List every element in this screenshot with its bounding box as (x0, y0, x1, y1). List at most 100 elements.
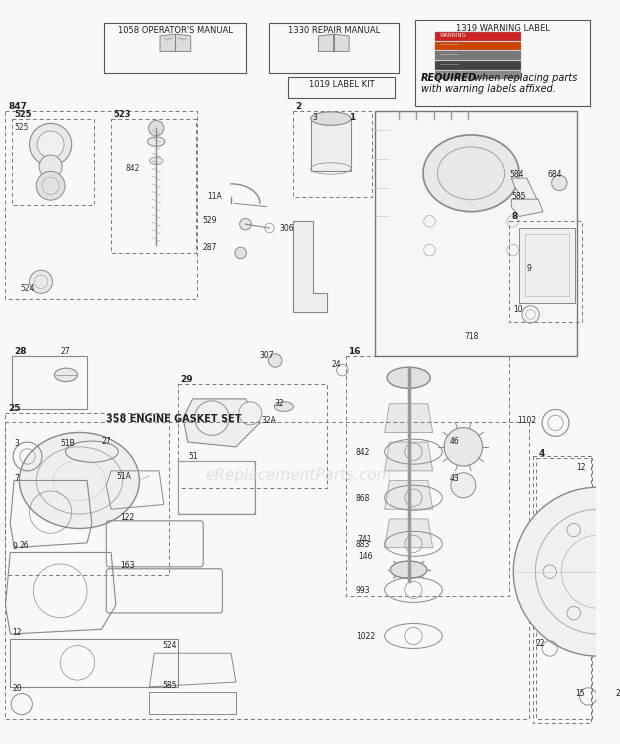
Text: 11A: 11A (207, 193, 222, 202)
Bar (435, 61, 521, 70)
Bar (519, 228, 575, 303)
Text: 584: 584 (510, 170, 524, 179)
Text: 51B: 51B (60, 439, 75, 448)
Bar (179, 385, 327, 488)
Text: REQUIRED: REQUIRED (421, 72, 477, 83)
Text: 287: 287 (202, 243, 216, 252)
Circle shape (552, 176, 567, 190)
Text: 12: 12 (12, 628, 22, 637)
Text: 24: 24 (332, 361, 342, 370)
Polygon shape (175, 34, 191, 51)
Text: 16: 16 (348, 347, 361, 356)
Text: 1102: 1102 (517, 416, 536, 425)
Text: 684: 684 (548, 170, 562, 179)
Ellipse shape (423, 135, 519, 212)
Text: ----------: ---------- (440, 52, 459, 57)
Polygon shape (384, 481, 433, 509)
Circle shape (36, 171, 65, 200)
Text: 524: 524 (20, 283, 34, 292)
Text: 1019 LABEL KIT: 1019 LABEL KIT (309, 80, 374, 89)
Text: 1: 1 (349, 113, 355, 122)
Text: 3: 3 (312, 113, 317, 122)
Bar (533, 457, 591, 723)
Text: 32: 32 (274, 399, 284, 408)
Text: 306: 306 (279, 224, 294, 233)
Text: 9: 9 (12, 542, 17, 551)
Text: 25: 25 (9, 404, 21, 413)
Polygon shape (319, 34, 334, 51)
Circle shape (239, 402, 262, 425)
Text: 9: 9 (527, 264, 531, 274)
Text: 868: 868 (356, 494, 370, 503)
Bar (435, 42, 521, 51)
Text: 122: 122 (121, 513, 135, 522)
Circle shape (30, 124, 72, 166)
Text: WARNING: WARNING (440, 33, 466, 38)
Bar (111, 118, 195, 253)
Text: 842: 842 (125, 164, 140, 173)
Text: 3: 3 (14, 439, 19, 448)
Polygon shape (512, 199, 543, 217)
Polygon shape (293, 221, 327, 312)
Text: 1022: 1022 (356, 632, 375, 641)
Text: when replacing parts: when replacing parts (471, 72, 577, 83)
Text: 4: 4 (538, 449, 544, 458)
Ellipse shape (55, 368, 78, 382)
Text: 46: 46 (450, 437, 459, 446)
Bar (346, 356, 510, 596)
Text: 993: 993 (356, 586, 371, 595)
Bar (104, 22, 246, 72)
Ellipse shape (387, 368, 430, 388)
Bar (435, 32, 521, 41)
Bar (179, 461, 255, 514)
Bar (375, 111, 577, 356)
Text: 524: 524 (162, 641, 177, 650)
Polygon shape (334, 34, 349, 51)
Text: 163: 163 (121, 561, 135, 570)
Ellipse shape (391, 561, 427, 578)
Bar (435, 51, 521, 60)
Bar (311, 118, 351, 171)
Bar (435, 71, 521, 79)
Text: 1058 OPERATOR'S MANUAL: 1058 OPERATOR'S MANUAL (118, 27, 233, 36)
Circle shape (195, 401, 229, 435)
Text: 15: 15 (575, 689, 584, 698)
Polygon shape (384, 404, 433, 432)
Text: ----------: ---------- (440, 42, 459, 48)
Text: 51A: 51A (116, 472, 131, 481)
Text: 51: 51 (188, 452, 198, 461)
Ellipse shape (149, 157, 163, 164)
Text: 529: 529 (202, 217, 217, 225)
Bar (12, 118, 94, 205)
Text: 585: 585 (162, 681, 177, 690)
Text: 146: 146 (358, 553, 372, 562)
Ellipse shape (19, 432, 140, 528)
Text: 43: 43 (450, 474, 459, 483)
Text: 27: 27 (60, 347, 70, 356)
Text: 27: 27 (102, 437, 111, 446)
Text: 847: 847 (9, 102, 27, 111)
Text: 10: 10 (513, 305, 523, 314)
Bar (12, 356, 87, 409)
Text: 8: 8 (512, 212, 518, 221)
Text: 1330 REPAIR MANUAL: 1330 REPAIR MANUAL (288, 27, 380, 36)
Circle shape (37, 131, 64, 158)
Bar (6, 111, 198, 299)
Text: 29: 29 (180, 376, 193, 385)
Circle shape (149, 121, 164, 136)
Ellipse shape (274, 402, 293, 411)
Ellipse shape (311, 112, 351, 125)
Ellipse shape (148, 137, 165, 147)
Polygon shape (384, 442, 433, 471)
Text: 883: 883 (356, 540, 370, 549)
Circle shape (451, 472, 476, 498)
Text: 358 ENGINE GASKET SET: 358 ENGINE GASKET SET (106, 414, 241, 424)
Bar (6, 422, 529, 719)
Polygon shape (384, 519, 433, 548)
Text: eReplacementParts.com: eReplacementParts.com (205, 468, 392, 483)
Bar (510, 221, 582, 322)
Circle shape (268, 353, 282, 368)
Text: 28: 28 (14, 347, 27, 356)
Circle shape (240, 219, 251, 230)
Circle shape (30, 270, 53, 293)
